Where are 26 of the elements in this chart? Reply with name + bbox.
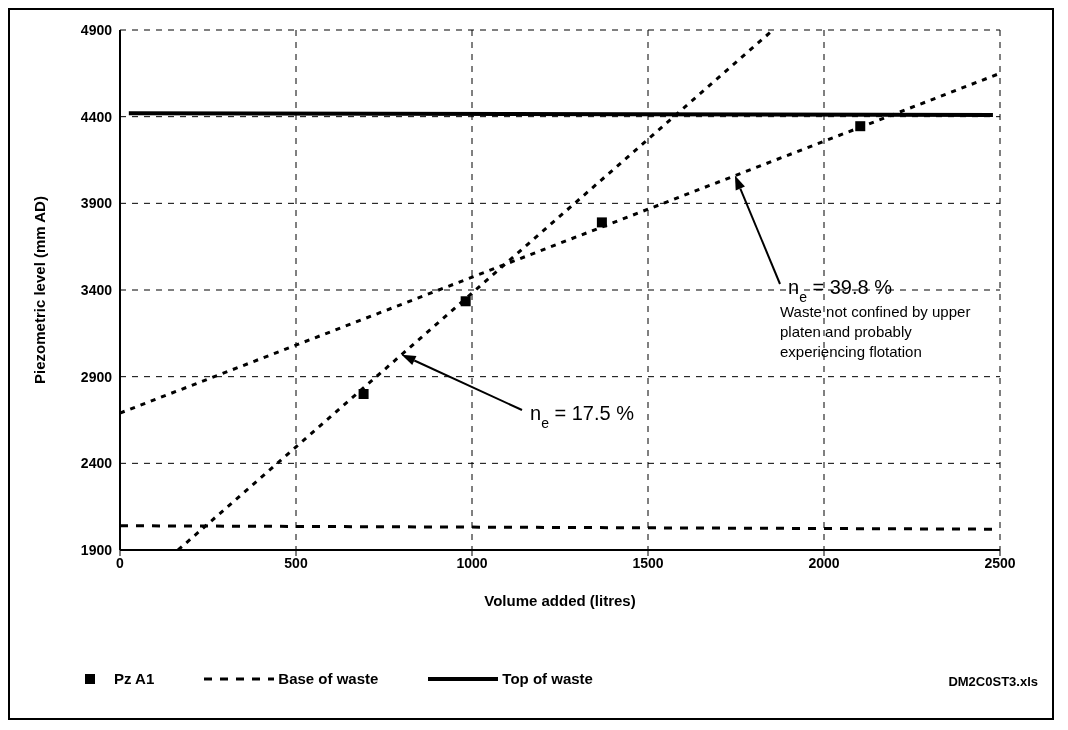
text: DM2C0ST3.xls <box>948 674 1038 689</box>
x-tick-label: 1500 <box>632 554 664 571</box>
annotation: n$_{e}$ = 17.5 % <box>530 402 635 431</box>
annotation: Waste not confined by upper platen and probably experiencing flotation <box>780 302 972 362</box>
y-tick-label: 1900 <box>80 541 113 558</box>
y-axis-title: Piezometric level (mm AD) <box>31 196 49 384</box>
legend-label: Top of waste <box>502 670 593 687</box>
x-axis-title: Volume added (litres) <box>484 592 636 609</box>
point <box>855 121 866 132</box>
y-tick-label: 4900 <box>80 21 113 38</box>
y-tick-label: 4400 <box>80 108 113 125</box>
y-tick-label: 2900 <box>80 368 113 385</box>
x-tick-label: 0 <box>116 554 125 571</box>
legend-label: Pz A1 <box>114 670 155 687</box>
annotation: n$_{e}$ = 39.8 % <box>788 276 893 305</box>
y-tick-label: 3400 <box>80 281 113 298</box>
point <box>460 296 471 307</box>
y-tick-label: 2400 <box>80 455 113 472</box>
point <box>358 389 369 399</box>
legend-label: Base of waste <box>278 670 379 687</box>
x-tick-label: 500 <box>284 554 308 571</box>
x-tick-label: 2000 <box>808 554 840 571</box>
x-tick-label: 1000 <box>456 554 488 571</box>
y-tick-label: 3900 <box>80 195 113 212</box>
point <box>596 217 607 228</box>
x-tick-label: 2500 <box>984 554 1016 571</box>
